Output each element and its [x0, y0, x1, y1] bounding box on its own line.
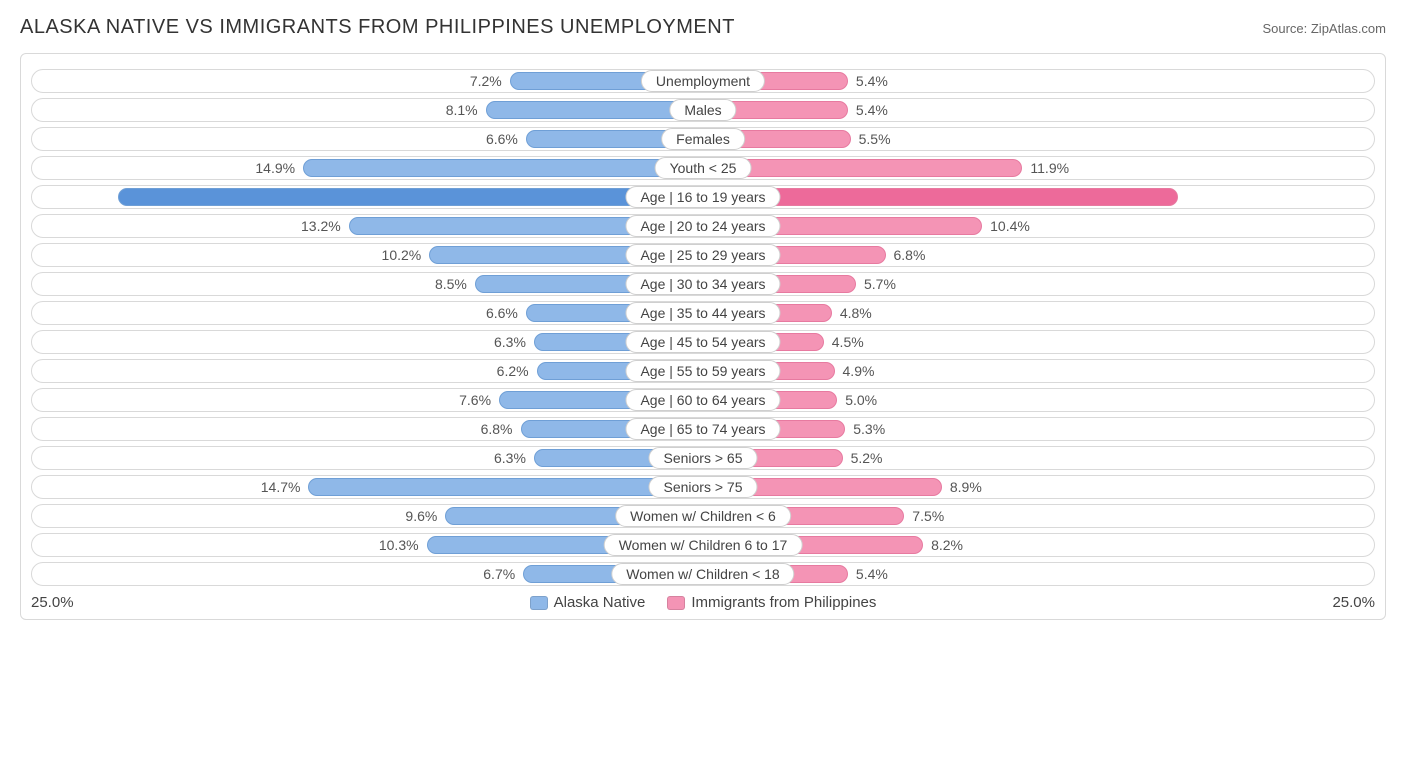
legend-label-left: Alaska Native [554, 594, 646, 611]
axis-max-right: 25.0% [1332, 594, 1375, 611]
value-right: 5.5% [859, 131, 891, 147]
chart-row: 6.7% 5.4% Women w/ Children < 18 [31, 562, 1375, 586]
value-right: 11.9% [1030, 160, 1069, 176]
row-label: Seniors > 65 [649, 447, 758, 469]
value-right: 5.4% [856, 102, 888, 118]
row-label: Women w/ Children 6 to 17 [604, 534, 803, 556]
axis-max-left: 25.0% [31, 594, 74, 611]
value-right: 4.9% [843, 363, 875, 379]
source-prefix: Source: [1262, 21, 1310, 36]
value-left: 7.6% [459, 392, 491, 408]
chart-row: 7.6% 5.0% Age | 60 to 64 years [31, 388, 1375, 412]
chart-title: ALASKA NATIVE VS IMMIGRANTS FROM PHILIPP… [20, 16, 735, 39]
chart-footer: 25.0% Alaska Native Immigrants from Phil… [25, 594, 1381, 611]
chart-row: 8.5% 5.7% Age | 30 to 34 years [31, 272, 1375, 296]
value-right: 5.7% [864, 276, 896, 292]
value-left: 7.2% [470, 73, 502, 89]
row-label: Age | 60 to 64 years [625, 389, 780, 411]
row-label: Age | 35 to 44 years [625, 302, 780, 324]
value-right: 5.2% [851, 450, 883, 466]
value-right: 5.4% [856, 566, 888, 582]
chart-row: 13.2% 10.4% Age | 20 to 24 years [31, 214, 1375, 238]
legend-swatch-right [667, 596, 685, 610]
row-label: Age | 20 to 24 years [625, 215, 780, 237]
value-right: 10.4% [990, 218, 1030, 234]
value-right: 17.7% [1326, 189, 1366, 205]
chart-header: ALASKA NATIVE VS IMMIGRANTS FROM PHILIPP… [20, 16, 1386, 39]
value-right: 6.8% [894, 247, 926, 263]
value-right: 4.8% [840, 305, 872, 321]
legend-label-right: Immigrants from Philippines [691, 594, 876, 611]
chart-row: 6.8% 5.3% Age | 65 to 74 years [31, 417, 1375, 441]
value-left: 6.6% [486, 305, 518, 321]
row-label: Age | 45 to 54 years [625, 331, 780, 353]
row-label: Youth < 25 [655, 157, 752, 179]
row-label: Age | 55 to 59 years [625, 360, 780, 382]
chart-row: 9.6% 7.5% Women w/ Children < 6 [31, 504, 1375, 528]
bar-left [308, 478, 703, 496]
row-label: Unemployment [641, 70, 765, 92]
chart-row: 6.3% 4.5% Age | 45 to 54 years [31, 330, 1375, 354]
value-left: 8.5% [435, 276, 467, 292]
chart-container: 7.2% 5.4% Unemployment 8.1% 5.4% Males 6.6% 5.5… [20, 53, 1386, 620]
chart-source: Source: ZipAtlas.com [1262, 21, 1386, 36]
chart-row: 10.3% 8.2% Women w/ Children 6 to 17 [31, 533, 1375, 557]
value-right: 5.4% [856, 73, 888, 89]
value-left: 21.8% [40, 189, 80, 205]
row-label: Age | 16 to 19 years [625, 186, 780, 208]
chart-row: 14.7% 8.9% Seniors > 75 [31, 475, 1375, 499]
chart-row: 7.2% 5.4% Unemployment [31, 69, 1375, 93]
row-label: Males [669, 99, 736, 121]
value-left: 14.9% [255, 160, 295, 176]
row-label: Age | 30 to 34 years [625, 273, 780, 295]
legend-swatch-left [530, 596, 548, 610]
row-label: Seniors > 75 [649, 476, 758, 498]
chart-rows: 7.2% 5.4% Unemployment 8.1% 5.4% Males 6.6% 5.5… [25, 69, 1381, 586]
legend-item-right: Immigrants from Philippines [667, 594, 876, 611]
value-left: 10.2% [382, 247, 422, 263]
value-right: 5.3% [853, 421, 885, 437]
value-left: 6.2% [497, 363, 529, 379]
chart-row: 6.2% 4.9% Age | 55 to 59 years [31, 359, 1375, 383]
bar-left [118, 188, 703, 206]
value-left: 13.2% [301, 218, 341, 234]
value-left: 10.3% [379, 537, 419, 553]
value-right: 4.5% [832, 334, 864, 350]
row-label: Females [661, 128, 745, 150]
chart-row: 6.6% 4.8% Age | 35 to 44 years [31, 301, 1375, 325]
value-left: 6.3% [494, 334, 526, 350]
chart-row: 14.9% 11.9% Youth < 25 [31, 156, 1375, 180]
row-label: Women w/ Children < 6 [615, 505, 791, 527]
bar-left [303, 159, 703, 177]
value-left: 6.3% [494, 450, 526, 466]
value-right: 7.5% [912, 508, 944, 524]
chart-row: 6.3% 5.2% Seniors > 65 [31, 446, 1375, 470]
value-right: 8.9% [950, 479, 982, 495]
source-name: ZipAtlas.com [1311, 21, 1386, 36]
value-right: 8.2% [931, 537, 963, 553]
row-label: Women w/ Children < 18 [611, 563, 794, 585]
value-right: 5.0% [845, 392, 877, 408]
chart-row: 6.6% 5.5% Females [31, 127, 1375, 151]
chart-row: 8.1% 5.4% Males [31, 98, 1375, 122]
chart-legend: Alaska Native Immigrants from Philippine… [74, 594, 1333, 611]
value-left: 6.6% [486, 131, 518, 147]
legend-item-left: Alaska Native [530, 594, 646, 611]
value-left: 6.7% [483, 566, 515, 582]
row-label: Age | 25 to 29 years [625, 244, 780, 266]
value-left: 9.6% [405, 508, 437, 524]
value-left: 8.1% [446, 102, 478, 118]
chart-row: 21.8% 17.7% Age | 16 to 19 years [31, 185, 1375, 209]
row-label: Age | 65 to 74 years [625, 418, 780, 440]
value-left: 6.8% [481, 421, 513, 437]
chart-row: 10.2% 6.8% Age | 25 to 29 years [31, 243, 1375, 267]
value-left: 14.7% [261, 479, 301, 495]
